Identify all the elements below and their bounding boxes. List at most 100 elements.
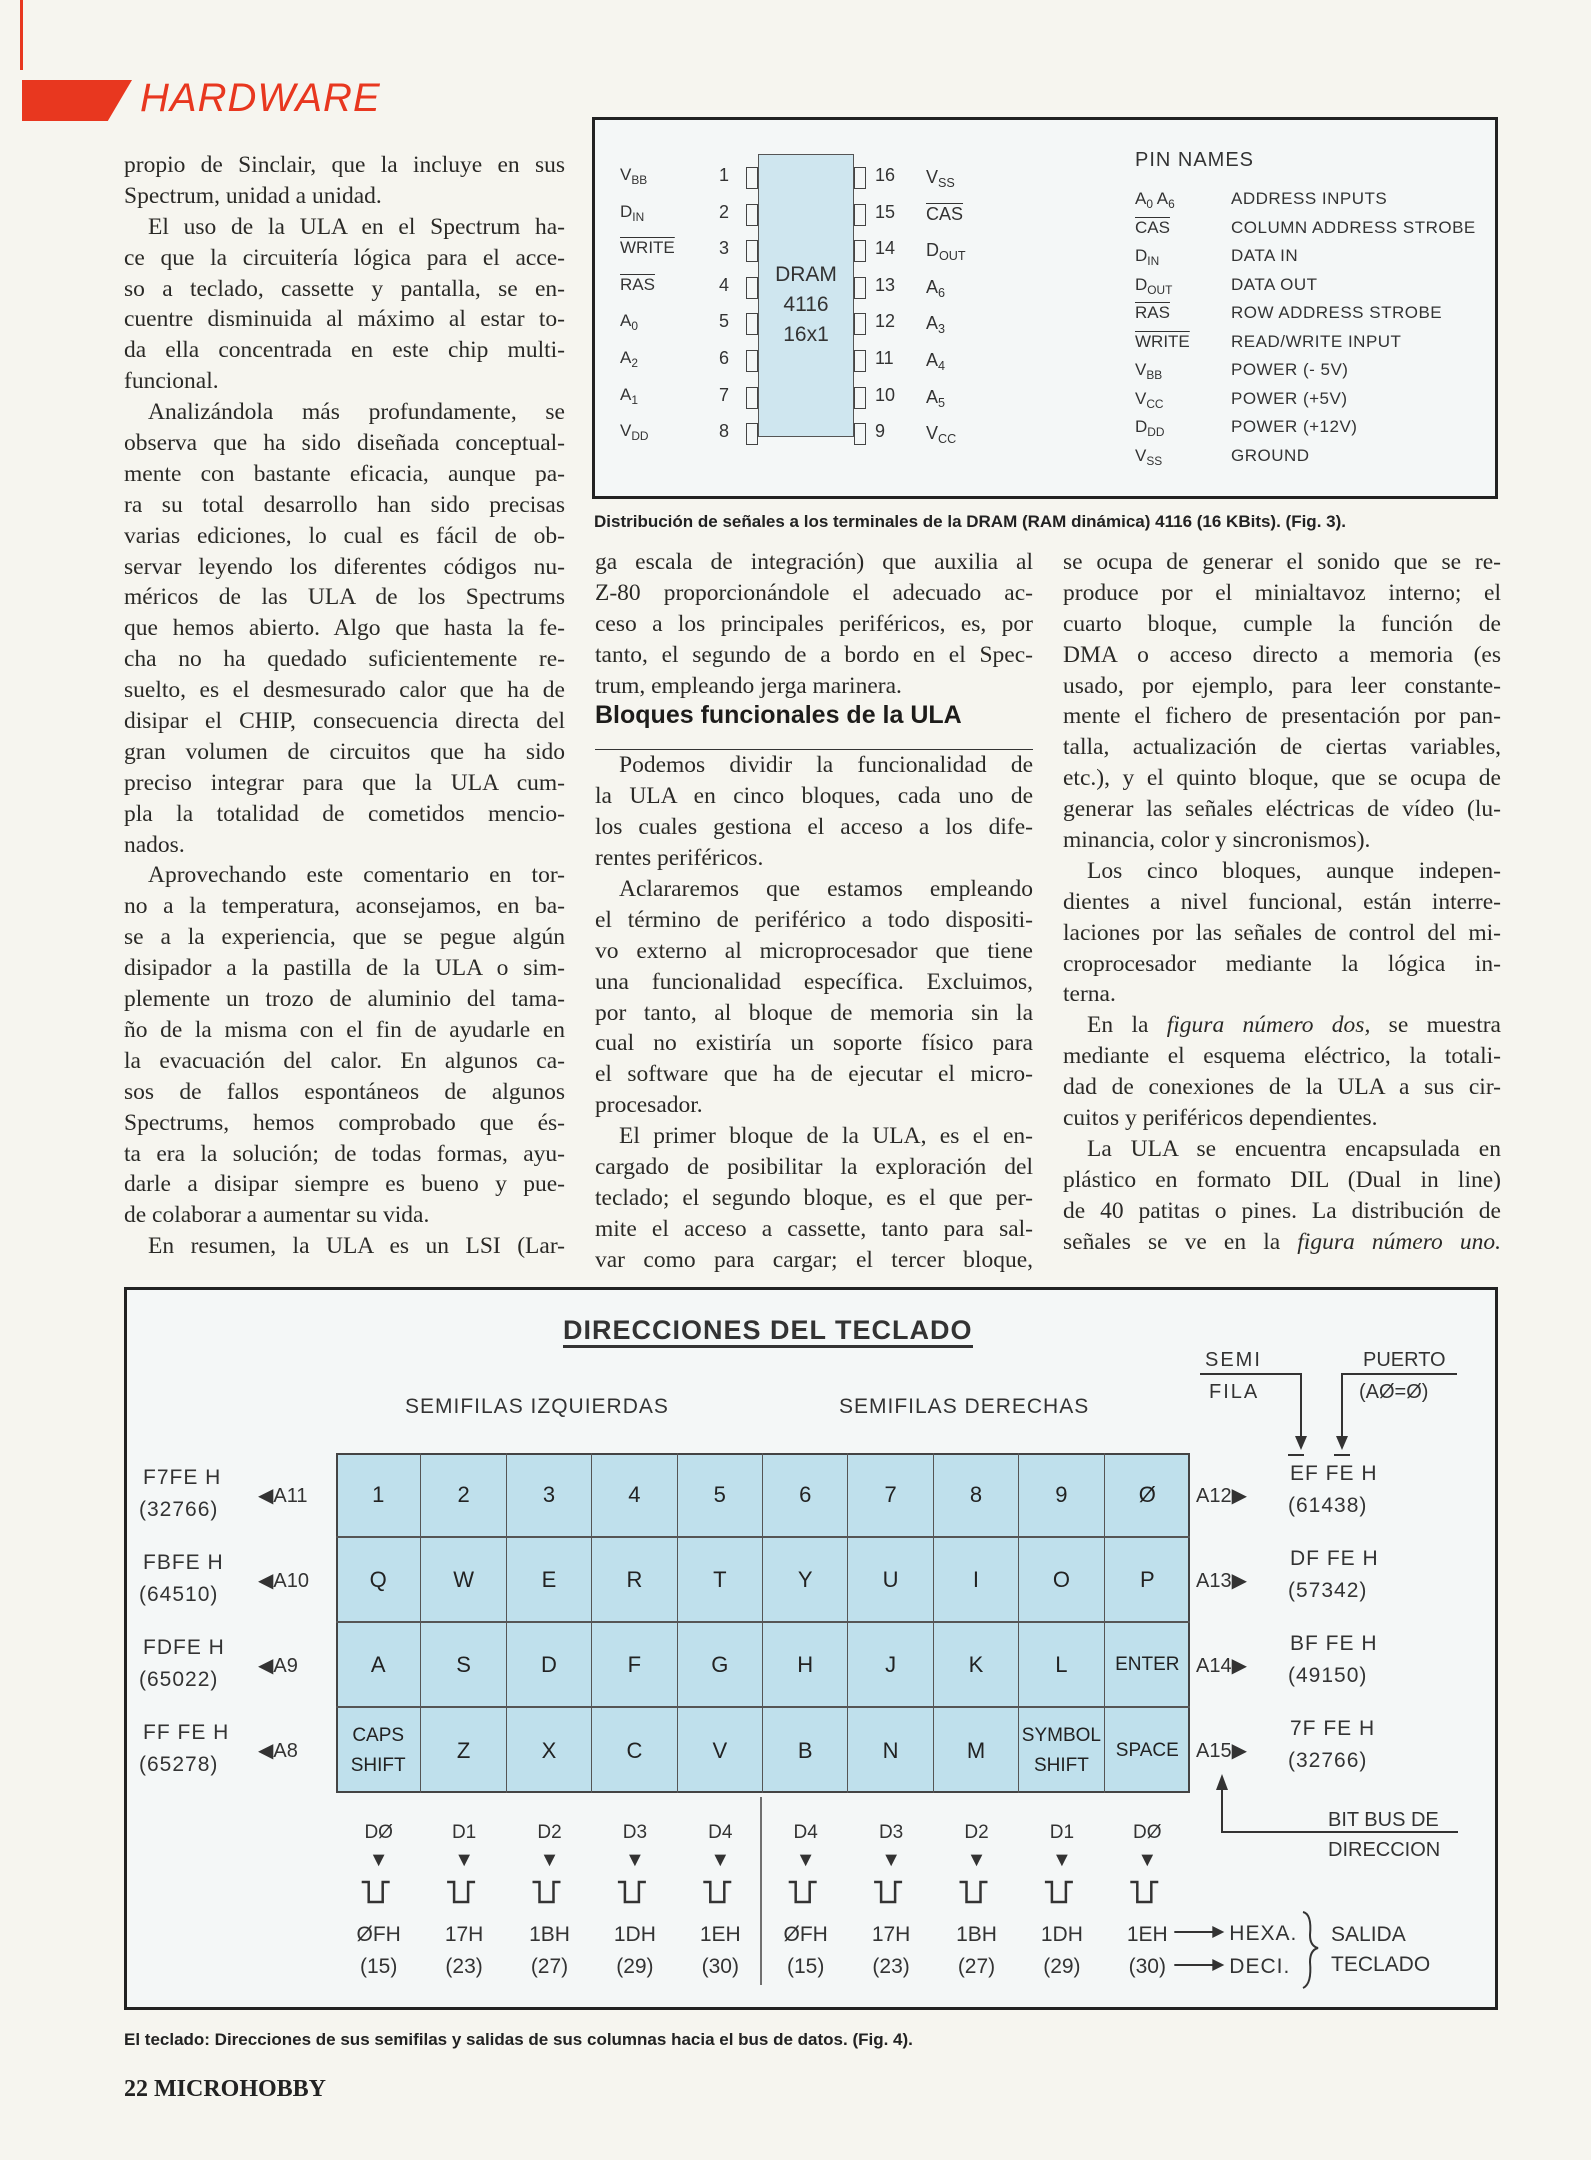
pin-number: 11: [875, 348, 894, 368]
symbol-subscript: 4: [938, 359, 946, 373]
chip-label: 4116: [783, 293, 829, 316]
hexa-label: HEXA.: [1229, 1922, 1298, 1945]
text-line: méricos de las ULA de los Spectrums: [124, 584, 565, 611]
key: N: [848, 1708, 934, 1793]
key: 2: [421, 1453, 507, 1538]
arrow-left-icon: ◀: [258, 1739, 274, 1762]
key: Ø: [1104, 1453, 1190, 1538]
pulse-icon: [959, 1880, 988, 1904]
text-line: preciso integrar para que la ULA cum-: [124, 769, 565, 796]
pin-symbol: DOUT: [1135, 275, 1172, 297]
key: G: [677, 1623, 763, 1708]
semi-connector: [1200, 1373, 1302, 1440]
text-line: ta era la solución; de todas formas, ayu…: [124, 1140, 565, 1167]
symbol-subscript: SS: [938, 176, 955, 190]
text-run: señales se ve en la: [1063, 1228, 1298, 1255]
row-port-dec: (61438): [1288, 1493, 1368, 1517]
key: L: [1019, 1623, 1105, 1708]
symbol-base: CAS: [1135, 217, 1170, 237]
arrow-down-icon: ▼: [795, 1849, 816, 1871]
text-line: teclado; el segundo bloque, es el que pe…: [595, 1184, 1033, 1211]
pulse-icon: [447, 1880, 476, 1904]
row-port-dec: (64510): [139, 1582, 219, 1606]
pin-number: 16: [875, 165, 896, 185]
symbol-subscript: 0: [631, 319, 638, 334]
symbol-base: D: [620, 201, 633, 221]
figure-reference: figura número uno.: [1297, 1228, 1501, 1255]
key: E: [506, 1538, 593, 1623]
arrow-left-icon: ◀: [258, 1654, 274, 1677]
output-hex: 1EH: [699, 1923, 741, 1946]
pin-label: VCC: [926, 423, 956, 446]
symbol-base: D: [926, 240, 939, 261]
symbol-base: V: [926, 167, 939, 187]
symbol-base: A: [926, 386, 939, 407]
pin-label: CAS: [926, 204, 963, 225]
section-title: HARDWARE: [140, 76, 381, 120]
output-dec: (23): [445, 1955, 483, 1978]
address-line-label: A12: [1196, 1484, 1232, 1507]
text-line: no a la temperatura, aconsejamos, en ba-: [124, 893, 565, 920]
key: J: [848, 1623, 934, 1708]
pin-description: ADDRESS INPUTS: [1231, 189, 1388, 208]
brace: [1302, 1911, 1319, 1989]
output-hex: 17H: [444, 1923, 484, 1946]
page-number: 22: [124, 2076, 148, 2102]
data-bit-label: D3: [622, 1822, 648, 1843]
text-line: nados.: [124, 831, 185, 858]
pin-right: [854, 386, 866, 409]
pin-left: [746, 167, 758, 189]
key: Y: [763, 1538, 849, 1623]
section-heading: Bloques funcionales de la ULA: [595, 701, 1033, 751]
symbol-subscript: DD: [631, 429, 649, 444]
row-port-hex: FBFE H: [143, 1550, 224, 1574]
text-line: En resumen, la ULA es un LSI (Lar-: [148, 1233, 565, 1260]
output-hex: 1BH: [529, 1923, 570, 1946]
bus-label: BIT BUS DE: [1328, 1809, 1439, 1831]
arrow-down-icon: ▼: [368, 1849, 389, 1871]
text-line: el software que ha de ejecutar el micro-: [595, 1061, 1033, 1088]
symbol-base: WRITE: [620, 238, 675, 258]
address-line-left: ◀A10: [258, 1568, 309, 1593]
symbol-base: D: [1135, 274, 1148, 294]
data-bit-label: D1: [1049, 1822, 1075, 1843]
pin-number: 8: [719, 421, 730, 442]
key: S: [421, 1623, 507, 1708]
address-line-right: A15▶: [1196, 1738, 1247, 1763]
symbol-base: A: [1135, 189, 1147, 208]
text-line: Analizándola más profundamente, se: [148, 399, 565, 426]
pin-description: POWER (+5V): [1231, 388, 1348, 408]
address-line-label: A10: [273, 1569, 309, 1592]
row-port-hex: FF FE H: [143, 1720, 230, 1744]
text-line: laciones por las señales de control del …: [1063, 919, 1501, 946]
text-line: varias ediciones, lo cual es fácil de ob…: [124, 522, 565, 549]
pin-left: [746, 313, 758, 336]
address-line-right: A13▶: [1196, 1568, 1247, 1593]
pin-number: 7: [719, 384, 730, 405]
text-run: En la: [1087, 1012, 1167, 1039]
arrow-right-icon: ▶: [1231, 1739, 1247, 1762]
text-line: disipador a la pastilla de la ULA o sim-: [124, 955, 565, 982]
pulse-icon: [1044, 1880, 1073, 1904]
key: 4: [592, 1453, 678, 1538]
arrow-down-icon: ▼: [1051, 1849, 1072, 1871]
symbol-subscript: BB: [1146, 368, 1163, 382]
key: P: [1104, 1538, 1190, 1623]
address-line-label: A14: [1196, 1654, 1232, 1677]
text-line: usado, por ejemplo, para leer constante-: [1063, 672, 1501, 699]
bus-label: DIRECCION: [1328, 1839, 1441, 1861]
text-line: gran volumen de circuitos que ha sido: [124, 738, 565, 765]
pin-symbol: DIN: [1135, 246, 1159, 268]
pin-symbol: VBB: [1135, 360, 1162, 382]
text-line: sos de fallos espontáneos de algunos: [124, 1078, 565, 1105]
pulse-icon: [788, 1880, 817, 1904]
symbol-subscript: 1: [631, 392, 638, 407]
address-line-left: ◀A11: [258, 1483, 308, 1508]
arrow-down-icon: ▼: [624, 1849, 645, 1871]
key: W: [421, 1538, 507, 1623]
pulse-icon: [874, 1880, 903, 1904]
key: CAPS SHIFT: [336, 1708, 422, 1793]
bus-connector: [1221, 1785, 1458, 1833]
output-hex: 1DH: [1040, 1923, 1083, 1946]
text-line: suelto, es el desmesurado calor que ha d…: [124, 677, 565, 704]
